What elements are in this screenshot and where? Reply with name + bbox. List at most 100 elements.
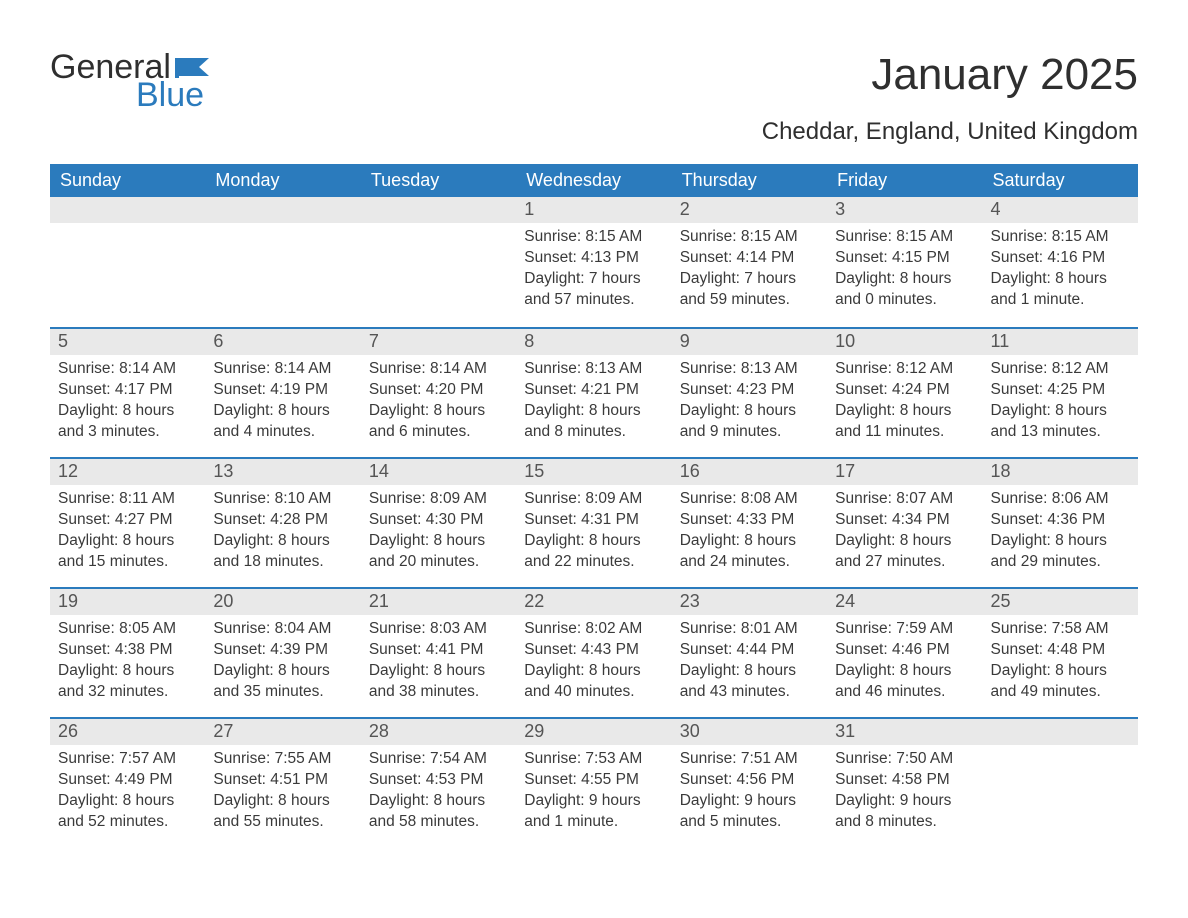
day-body: Sunrise: 8:07 AMSunset: 4:34 PMDaylight:… [827, 485, 982, 583]
sunrise-text: Sunrise: 7:59 AM [835, 619, 974, 640]
sunrise-text: Sunrise: 7:53 AM [524, 749, 663, 770]
daylight-text: Daylight: 8 hours and 55 minutes. [213, 791, 352, 833]
calendar-day: 14Sunrise: 8:09 AMSunset: 4:30 PMDayligh… [361, 459, 516, 587]
sunrise-text: Sunrise: 8:15 AM [524, 227, 663, 248]
daylight-text: Daylight: 8 hours and 8 minutes. [524, 401, 663, 443]
day-number: 25 [983, 589, 1138, 615]
sunrise-text: Sunrise: 7:58 AM [991, 619, 1130, 640]
sunrise-text: Sunrise: 8:14 AM [58, 359, 197, 380]
day-body [361, 223, 516, 237]
day-number: 29 [516, 719, 671, 745]
calendar-day: 17Sunrise: 8:07 AMSunset: 4:34 PMDayligh… [827, 459, 982, 587]
sunset-text: Sunset: 4:41 PM [369, 640, 508, 661]
sunrise-text: Sunrise: 8:15 AM [991, 227, 1130, 248]
sunrise-text: Sunrise: 8:14 AM [369, 359, 508, 380]
daylight-text: Daylight: 8 hours and 22 minutes. [524, 531, 663, 573]
sunrise-text: Sunrise: 7:54 AM [369, 749, 508, 770]
day-body: Sunrise: 8:12 AMSunset: 4:24 PMDaylight:… [827, 355, 982, 453]
month-title: January 2025 [762, 50, 1138, 100]
calendar-day: 22Sunrise: 8:02 AMSunset: 4:43 PMDayligh… [516, 589, 671, 717]
daylight-text: Daylight: 9 hours and 1 minute. [524, 791, 663, 833]
sunset-text: Sunset: 4:21 PM [524, 380, 663, 401]
day-body [50, 223, 205, 237]
sunrise-text: Sunrise: 8:13 AM [524, 359, 663, 380]
sunset-text: Sunset: 4:19 PM [213, 380, 352, 401]
sunset-text: Sunset: 4:51 PM [213, 770, 352, 791]
daylight-text: Daylight: 8 hours and 43 minutes. [680, 661, 819, 703]
sunset-text: Sunset: 4:53 PM [369, 770, 508, 791]
day-number: 23 [672, 589, 827, 615]
day-number [361, 197, 516, 223]
calendar-day [205, 197, 360, 327]
calendar-day: 27Sunrise: 7:55 AMSunset: 4:51 PMDayligh… [205, 719, 360, 847]
sunset-text: Sunset: 4:55 PM [524, 770, 663, 791]
sunrise-text: Sunrise: 8:15 AM [835, 227, 974, 248]
day-number: 11 [983, 329, 1138, 355]
dow-friday: Friday [827, 164, 982, 197]
calendar-day: 1Sunrise: 8:15 AMSunset: 4:13 PMDaylight… [516, 197, 671, 327]
sunset-text: Sunset: 4:56 PM [680, 770, 819, 791]
day-number: 3 [827, 197, 982, 223]
sunrise-text: Sunrise: 8:10 AM [213, 489, 352, 510]
dow-saturday: Saturday [983, 164, 1138, 197]
calendar-day: 6Sunrise: 8:14 AMSunset: 4:19 PMDaylight… [205, 329, 360, 457]
sunset-text: Sunset: 4:43 PM [524, 640, 663, 661]
daylight-text: Daylight: 8 hours and 9 minutes. [680, 401, 819, 443]
day-number: 28 [361, 719, 516, 745]
day-number: 10 [827, 329, 982, 355]
day-number: 5 [50, 329, 205, 355]
day-number [205, 197, 360, 223]
sunrise-text: Sunrise: 7:55 AM [213, 749, 352, 770]
daylight-text: Daylight: 8 hours and 29 minutes. [991, 531, 1130, 573]
calendar-week: 12Sunrise: 8:11 AMSunset: 4:27 PMDayligh… [50, 457, 1138, 587]
day-number: 6 [205, 329, 360, 355]
day-body: Sunrise: 8:14 AMSunset: 4:20 PMDaylight:… [361, 355, 516, 453]
day-body: Sunrise: 8:14 AMSunset: 4:19 PMDaylight:… [205, 355, 360, 453]
day-body: Sunrise: 8:13 AMSunset: 4:21 PMDaylight:… [516, 355, 671, 453]
daylight-text: Daylight: 9 hours and 5 minutes. [680, 791, 819, 833]
day-body: Sunrise: 7:50 AMSunset: 4:58 PMDaylight:… [827, 745, 982, 843]
day-number [50, 197, 205, 223]
dow-tuesday: Tuesday [361, 164, 516, 197]
day-number: 22 [516, 589, 671, 615]
calendar-day: 26Sunrise: 7:57 AMSunset: 4:49 PMDayligh… [50, 719, 205, 847]
sunrise-text: Sunrise: 8:11 AM [58, 489, 197, 510]
day-body: Sunrise: 8:15 AMSunset: 4:16 PMDaylight:… [983, 223, 1138, 321]
sunset-text: Sunset: 4:44 PM [680, 640, 819, 661]
day-number: 26 [50, 719, 205, 745]
day-body: Sunrise: 8:09 AMSunset: 4:31 PMDaylight:… [516, 485, 671, 583]
sunset-text: Sunset: 4:16 PM [991, 248, 1130, 269]
calendar-day: 20Sunrise: 8:04 AMSunset: 4:39 PMDayligh… [205, 589, 360, 717]
calendar-grid: Sunday Monday Tuesday Wednesday Thursday… [50, 164, 1138, 847]
calendar-day: 9Sunrise: 8:13 AMSunset: 4:23 PMDaylight… [672, 329, 827, 457]
day-body: Sunrise: 8:04 AMSunset: 4:39 PMDaylight:… [205, 615, 360, 713]
day-number: 13 [205, 459, 360, 485]
sunrise-text: Sunrise: 7:50 AM [835, 749, 974, 770]
location-subtitle: Cheddar, England, United Kingdom [762, 118, 1138, 146]
daylight-text: Daylight: 8 hours and 18 minutes. [213, 531, 352, 573]
daylight-text: Daylight: 8 hours and 46 minutes. [835, 661, 974, 703]
calendar-week: 5Sunrise: 8:14 AMSunset: 4:17 PMDaylight… [50, 327, 1138, 457]
daylight-text: Daylight: 8 hours and 27 minutes. [835, 531, 974, 573]
daylight-text: Daylight: 8 hours and 40 minutes. [524, 661, 663, 703]
calendar-day: 8Sunrise: 8:13 AMSunset: 4:21 PMDaylight… [516, 329, 671, 457]
calendar-day: 29 Sunrise: 7:53 AMSunset: 4:55 PMDayligh… [516, 719, 671, 847]
calendar-week: 19Sunrise: 8:05 AMSunset: 4:38 PMDayligh… [50, 587, 1138, 717]
calendar-day: 24Sunrise: 7:59 AMSunset: 4:46 PMDayligh… [827, 589, 982, 717]
sunset-text: Sunset: 4:31 PM [524, 510, 663, 531]
sunrise-text: Sunrise: 8:09 AM [524, 489, 663, 510]
daylight-text: Daylight: 8 hours and 35 minutes. [213, 661, 352, 703]
day-number: 17 [827, 459, 982, 485]
day-body: Sunrise: 8:09 AMSunset: 4:30 PMDaylight:… [361, 485, 516, 583]
sunset-text: Sunset: 4:49 PM [58, 770, 197, 791]
title-block: January 2025 Cheddar, England, United Ki… [762, 50, 1138, 146]
day-body: Sunrise: 8:13 AMSunset: 4:23 PMDaylight:… [672, 355, 827, 453]
dow-wednesday: Wednesday [516, 164, 671, 197]
day-body: Sunrise: 8:10 AMSunset: 4:28 PMDaylight:… [205, 485, 360, 583]
daylight-text: Daylight: 8 hours and 32 minutes. [58, 661, 197, 703]
day-body: Sunrise: 7:55 AMSunset: 4:51 PMDaylight:… [205, 745, 360, 843]
calendar-day: 18Sunrise: 8:06 AMSunset: 4:36 PMDayligh… [983, 459, 1138, 587]
day-body: Sunrise: 7:59 AMSunset: 4:46 PMDaylight:… [827, 615, 982, 713]
calendar-week: 26Sunrise: 7:57 AMSunset: 4:49 PMDayligh… [50, 717, 1138, 847]
daylight-text: Daylight: 8 hours and 49 minutes. [991, 661, 1130, 703]
